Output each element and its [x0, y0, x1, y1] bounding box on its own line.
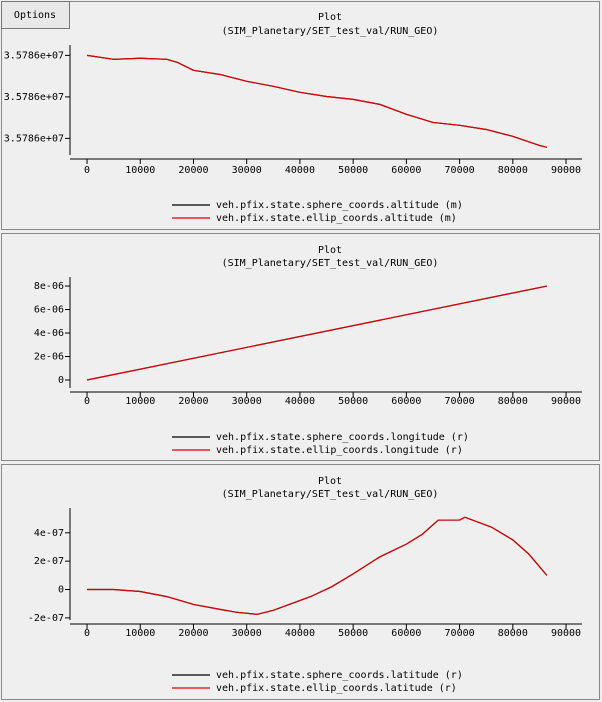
x-tick-label: 10000 [125, 628, 155, 639]
chart-subtitle: (SIM_Planetary/SET_test_val/RUN_GEO) [222, 258, 439, 269]
chart-subtitle: (SIM_Planetary/SET_test_val/RUN_GEO) [222, 26, 439, 37]
x-tick-label: 30000 [232, 628, 262, 639]
series-line [86, 285, 547, 381]
y-tick-label: -2e-07 [28, 613, 64, 624]
y-tick-label: 3.5786e+07 [4, 50, 64, 61]
x-tick-label: 50000 [338, 165, 368, 176]
series-line [87, 516, 548, 615]
x-tick-label: 20000 [178, 628, 208, 639]
x-tick-label: 50000 [338, 628, 368, 639]
options-label[interactable]: Options [14, 10, 56, 21]
y-tick-label: 3.5786e+07 [4, 133, 64, 144]
y-tick-label: 2e-07 [34, 556, 64, 567]
chart-title: Plot [318, 245, 342, 256]
x-tick-label: 10000 [125, 396, 155, 407]
y-tick-label: 4e-07 [34, 528, 64, 539]
x-tick-label: 20000 [178, 165, 208, 176]
x-tick-label: 70000 [445, 628, 475, 639]
x-tick-label: 40000 [285, 396, 315, 407]
x-tick-label: 20000 [178, 396, 208, 407]
x-tick-label: 10000 [125, 165, 155, 176]
x-tick-label: 40000 [285, 628, 315, 639]
legend-label: veh.pfix.state.sphere_coords.altitude (m… [216, 200, 463, 211]
legend-label: veh.pfix.state.sphere_coords.longitude (… [216, 432, 469, 443]
x-tick-label: 80000 [498, 396, 528, 407]
chart-subtitle: (SIM_Planetary/SET_test_val/RUN_GEO) [222, 489, 439, 500]
x-tick-label: 30000 [232, 396, 262, 407]
y-tick-label: 2e-06 [34, 352, 64, 363]
x-tick-label: 60000 [391, 396, 421, 407]
x-tick-label: 0 [84, 628, 90, 639]
x-tick-label: 80000 [498, 165, 528, 176]
chart-title: Plot [318, 476, 342, 487]
legend-label: veh.pfix.state.ellip_coords.altitude (m) [216, 213, 457, 224]
x-tick-label: 60000 [391, 628, 421, 639]
x-tick-label: 90000 [551, 165, 581, 176]
chart-title: Plot [318, 12, 342, 23]
y-tick-label: 8e-06 [34, 281, 64, 292]
x-tick-label: 90000 [551, 396, 581, 407]
legend-label: veh.pfix.state.sphere_coords.latitude (r… [216, 670, 463, 681]
y-tick-label: 3.5786e+07 [4, 92, 64, 103]
x-tick-label: 90000 [551, 628, 581, 639]
legend-label: veh.pfix.state.ellip_coords.latitude (r) [216, 683, 457, 694]
x-tick-label: 80000 [498, 628, 528, 639]
x-tick-label: 0 [84, 165, 90, 176]
panel [1, 233, 600, 461]
x-tick-label: 0 [84, 396, 90, 407]
options-button[interactable] [1, 1, 70, 29]
y-tick-label: 4e-06 [34, 328, 64, 339]
x-tick-label: 50000 [338, 396, 368, 407]
y-tick-label: 6e-06 [34, 305, 64, 316]
x-tick-label: 70000 [445, 165, 475, 176]
y-tick-label: 0 [58, 585, 64, 596]
legend-label: veh.pfix.state.ellip_coords.longitude (r… [216, 445, 463, 456]
x-tick-label: 30000 [232, 165, 262, 176]
x-tick-label: 60000 [391, 165, 421, 176]
x-tick-label: 40000 [285, 165, 315, 176]
series-line [86, 54, 548, 148]
panel [1, 1, 600, 230]
panel [1, 464, 600, 700]
y-tick-label: 0 [58, 375, 64, 386]
x-tick-label: 70000 [445, 396, 475, 407]
